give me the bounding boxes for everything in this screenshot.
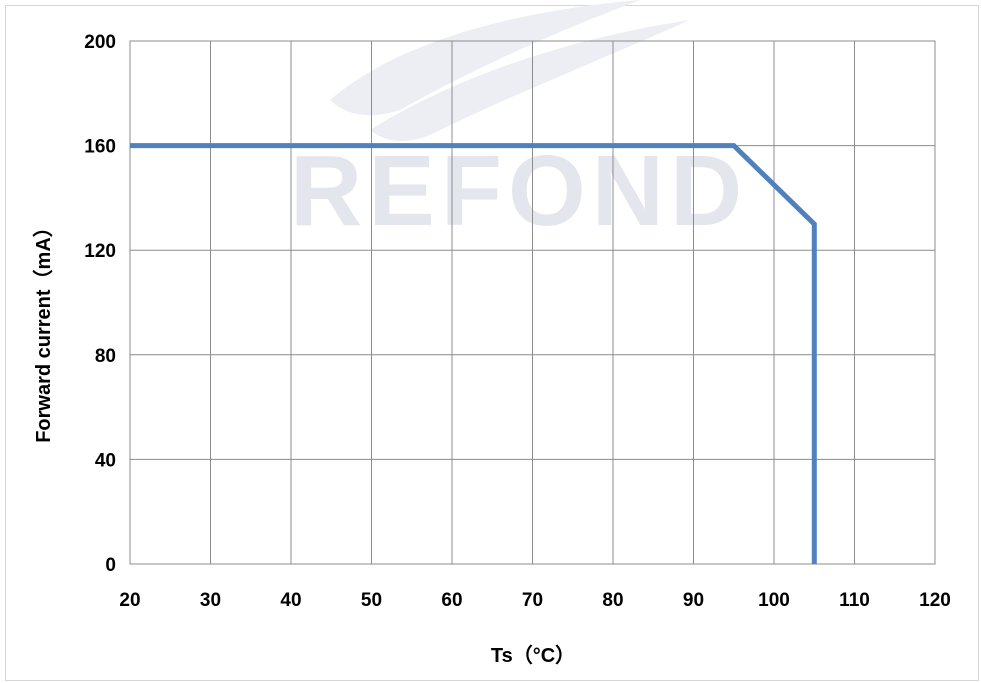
x-tick-label: 30 bbox=[200, 590, 221, 611]
chart-tick-labels: 20 30 40 50 60 70 80 90 100 110 120 0 40 80 120 160 200 bbox=[84, 32, 951, 611]
series-line-0 bbox=[130, 143, 817, 564]
x-tick-label: 90 bbox=[683, 590, 704, 611]
y-tick-label: 0 bbox=[105, 555, 116, 576]
y-tick-label: 200 bbox=[84, 32, 116, 53]
x-tick-label: 100 bbox=[758, 590, 790, 611]
x-tick-label: 70 bbox=[522, 590, 543, 611]
x-tick-label: 60 bbox=[441, 590, 462, 611]
watermark-swoosh-upper bbox=[330, 0, 640, 116]
x-tick-label: 40 bbox=[280, 590, 301, 611]
refond-watermark-logo: REFOND bbox=[290, 0, 748, 247]
x-axis-title: Ts（°C） bbox=[491, 644, 575, 667]
y-axis-title: Forward current（mA） bbox=[32, 217, 55, 443]
y-tick-label: 40 bbox=[95, 450, 116, 471]
watermark-text: REFOND bbox=[290, 135, 748, 247]
y-tick-label: 80 bbox=[95, 346, 116, 367]
y-tick-label: 120 bbox=[84, 241, 116, 262]
x-tick-label: 20 bbox=[119, 590, 140, 611]
watermark-swoosh-lower bbox=[370, 20, 690, 142]
chart-series-layer bbox=[130, 143, 817, 564]
y-tick-label: 160 bbox=[84, 137, 116, 158]
plot-area-border bbox=[129, 40, 936, 565]
x-tick-label: 80 bbox=[602, 590, 623, 611]
x-tick-label: 50 bbox=[361, 590, 382, 611]
x-tick-label: 120 bbox=[919, 590, 951, 611]
x-tick-label: 110 bbox=[839, 590, 870, 611]
